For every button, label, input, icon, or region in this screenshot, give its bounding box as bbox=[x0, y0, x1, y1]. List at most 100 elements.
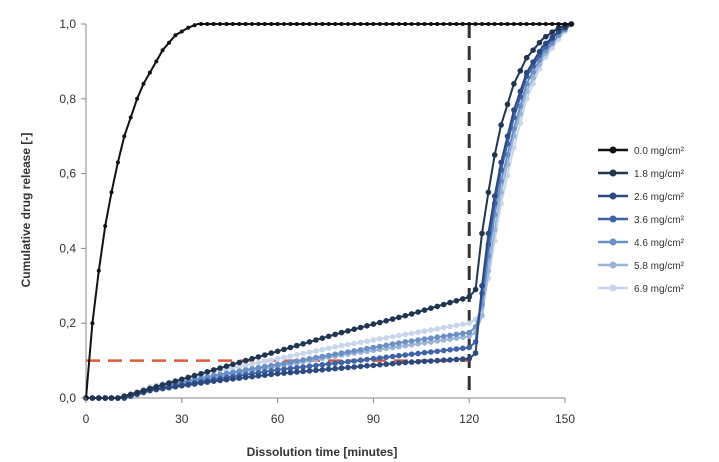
data-point bbox=[274, 355, 281, 362]
data-point bbox=[191, 372, 198, 379]
data-point bbox=[159, 382, 166, 388]
legend-item: 6.9 mg/cm² bbox=[598, 284, 685, 295]
data-point bbox=[517, 88, 524, 95]
data-point bbox=[448, 22, 452, 26]
data-point bbox=[268, 357, 275, 363]
data-point bbox=[210, 378, 217, 385]
data-point bbox=[530, 47, 536, 53]
legend-item: 1.8 mg/cm² bbox=[598, 169, 685, 180]
data-point bbox=[230, 361, 236, 368]
data-point bbox=[408, 359, 415, 365]
data-point bbox=[511, 22, 516, 26]
data-point bbox=[160, 48, 165, 53]
data-point bbox=[358, 22, 363, 26]
data-point bbox=[428, 305, 434, 312]
data-point bbox=[511, 107, 517, 113]
data-point bbox=[434, 348, 441, 355]
data-point bbox=[352, 22, 357, 26]
data-point bbox=[186, 25, 191, 30]
legend-label: 0.0 mg/cm² bbox=[634, 146, 685, 157]
legend-label: 6.9 mg/cm² bbox=[634, 284, 685, 295]
data-point bbox=[198, 380, 204, 386]
x-axis-ticks: 0 30 60 90 120 150 bbox=[83, 398, 575, 426]
data-point bbox=[294, 342, 300, 349]
data-point bbox=[154, 59, 159, 64]
legend-label: 1.8 mg/cm² bbox=[634, 169, 685, 180]
data-point bbox=[237, 22, 242, 26]
data-point bbox=[447, 347, 453, 353]
data-point bbox=[338, 342, 345, 349]
data-point bbox=[390, 22, 395, 26]
data-point bbox=[294, 369, 300, 375]
data-point bbox=[351, 348, 358, 354]
data-point bbox=[287, 365, 294, 372]
data-point bbox=[408, 330, 415, 337]
data-point bbox=[460, 321, 466, 328]
data-point bbox=[345, 358, 351, 365]
data-point bbox=[192, 23, 197, 28]
data-point bbox=[134, 389, 140, 396]
y-tick-label: 0,4 bbox=[59, 241, 76, 255]
legend-item: 0.0 mg/cm² bbox=[598, 146, 685, 157]
series-2 bbox=[83, 21, 575, 401]
data-point bbox=[428, 358, 434, 364]
data-point bbox=[440, 333, 447, 340]
data-point bbox=[377, 22, 382, 26]
data-point bbox=[511, 81, 517, 87]
data-point bbox=[453, 298, 460, 304]
data-point bbox=[313, 354, 319, 361]
data-point bbox=[121, 393, 128, 399]
data-point bbox=[383, 342, 390, 349]
data-point bbox=[268, 371, 275, 378]
data-point bbox=[434, 357, 441, 364]
data-point bbox=[364, 356, 370, 363]
data-point bbox=[319, 361, 326, 368]
data-point bbox=[306, 363, 313, 370]
data-point bbox=[453, 322, 460, 329]
data-point bbox=[447, 323, 453, 330]
data-point bbox=[204, 369, 211, 375]
data-point bbox=[249, 373, 255, 380]
data-point bbox=[422, 22, 427, 26]
data-point bbox=[416, 22, 421, 26]
data-point bbox=[466, 320, 473, 327]
data-point bbox=[230, 376, 236, 382]
data-point bbox=[403, 22, 408, 26]
data-point bbox=[243, 22, 248, 26]
data-point bbox=[166, 384, 172, 391]
data-point bbox=[505, 22, 510, 26]
data-point bbox=[90, 321, 95, 326]
data-point bbox=[313, 362, 319, 369]
data-point bbox=[377, 319, 383, 326]
data-point bbox=[281, 354, 287, 361]
data-point bbox=[224, 22, 229, 26]
data-point bbox=[332, 331, 338, 338]
data-point bbox=[281, 360, 287, 367]
data-point bbox=[479, 283, 485, 289]
data-point bbox=[256, 22, 261, 26]
data-point bbox=[128, 115, 133, 120]
data-point bbox=[447, 299, 453, 306]
data-point bbox=[396, 22, 401, 26]
data-point bbox=[262, 363, 268, 370]
data-point bbox=[179, 383, 185, 389]
legend-item: 4.6 mg/cm² bbox=[598, 238, 685, 249]
data-point bbox=[115, 395, 121, 401]
data-point bbox=[217, 377, 223, 384]
plot-frame bbox=[85, 24, 565, 399]
data-point bbox=[345, 341, 351, 348]
data-point bbox=[365, 22, 369, 26]
data-point bbox=[345, 349, 351, 355]
data-point bbox=[294, 22, 299, 26]
data-point bbox=[428, 22, 433, 26]
data-point bbox=[460, 356, 466, 362]
data-point bbox=[242, 362, 249, 369]
data-point bbox=[332, 344, 338, 350]
data-point bbox=[357, 363, 364, 370]
data-point bbox=[556, 22, 561, 26]
data-point bbox=[440, 357, 447, 364]
data-point bbox=[460, 330, 466, 337]
data-point bbox=[472, 350, 479, 356]
x-tick-label: 150 bbox=[555, 412, 575, 426]
legend-swatch-marker bbox=[609, 146, 617, 154]
